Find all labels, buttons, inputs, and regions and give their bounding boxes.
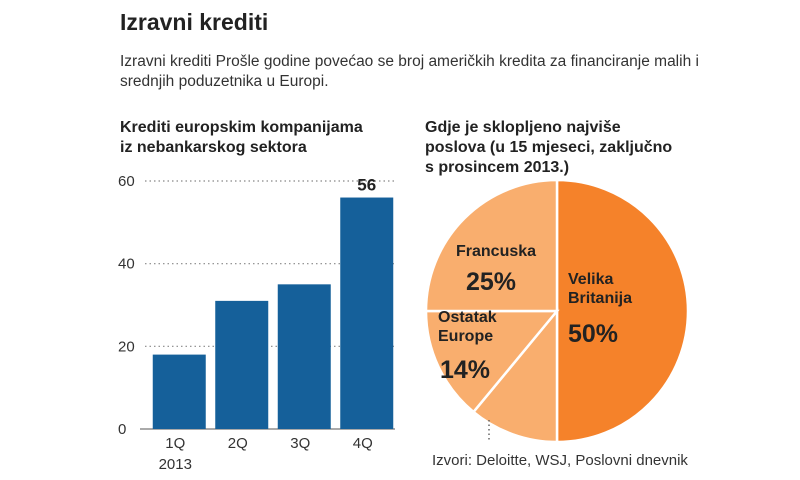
y-tick-label: 0: [118, 421, 126, 438]
page-title: Izravni krediti: [120, 9, 269, 35]
x-tick-label: 1Q: [165, 435, 185, 452]
bar-chart-title: Krediti europskim kompanijama iz nebanka…: [120, 118, 420, 158]
y-tick-label: 40: [118, 256, 135, 273]
bar-value-label: 56: [357, 176, 376, 195]
pie-slice: [471, 307, 559, 444]
bar: [340, 197, 394, 429]
bar: [215, 300, 269, 429]
pie-slice-name: Britanija: [568, 290, 632, 307]
bar-chart-title-line-1: Krediti europskim kompanijama: [120, 119, 363, 136]
source-note: Izvori: Deloitte, WSJ, Poslovni dnevnik: [432, 452, 688, 469]
x-tick-label: 2Q: [228, 435, 248, 452]
pie-slice: [424, 178, 559, 313]
pie-chart-title-line-3: s prosincem 2013.): [425, 159, 570, 176]
pie-slice-name: Francuska: [456, 243, 536, 260]
bar: [277, 284, 331, 429]
pie-slice-name: Europe: [438, 328, 493, 345]
x-tick-label: 4Q: [353, 435, 373, 452]
page-subtitle: Izravni krediti Prošle godine povećao se…: [120, 53, 699, 90]
pie-slice: [555, 178, 690, 444]
bar: [152, 354, 206, 429]
pie-chart-title: Gdje je sklopljeno najviše poslova (u 15…: [425, 118, 745, 178]
pie-slice: [424, 309, 560, 414]
pie-slice-percent: 25%: [466, 268, 516, 296]
pie-slice-name: Ostatak: [438, 309, 497, 326]
x-tick-label: 3Q: [290, 435, 310, 452]
y-tick-label: 60: [118, 173, 135, 190]
x-sublabel: 2013: [159, 456, 192, 473]
pie-slice-name: Velika: [568, 271, 613, 288]
pie-slice-percent: 14%: [440, 356, 490, 384]
bar-chart-title-line-2: iz nebankarskog sektora: [120, 139, 307, 156]
pie-slice-percent: 50%: [568, 320, 618, 348]
y-tick-label: 20: [118, 338, 135, 355]
pie-chart-title-line-2: poslova (u 15 mjeseci, zaključno: [425, 139, 673, 156]
pie-chart-title-line-1: Gdje je sklopljeno najviše: [425, 119, 621, 136]
